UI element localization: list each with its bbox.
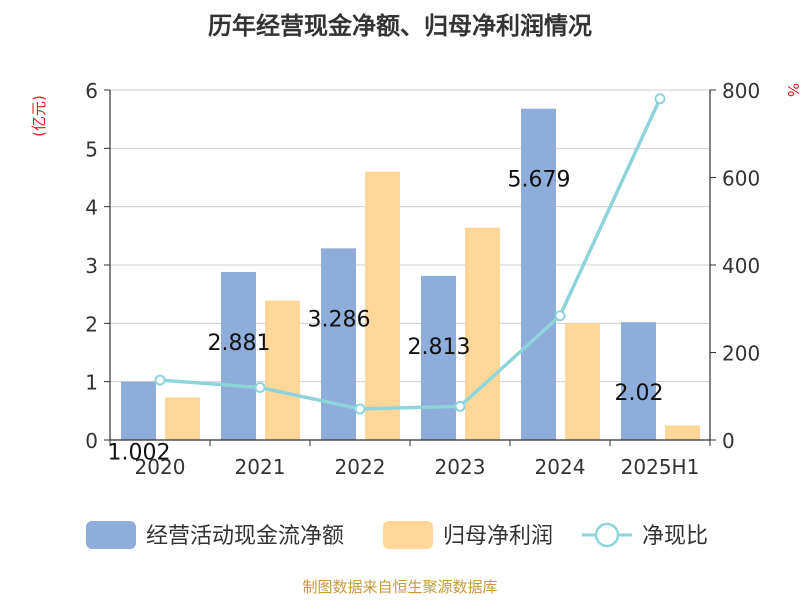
- x-tick-label: 2023: [435, 455, 486, 479]
- y-right-tick-label: 0: [722, 429, 735, 453]
- legend-label-operating-cash-flow: 经营活动现金流净额: [146, 524, 344, 549]
- data-label-operating-cash-flow: 2.813: [408, 335, 471, 360]
- bar-operating-cash-flow: [621, 322, 656, 440]
- legend: 经营活动现金流净额 归母净利润 净现比: [86, 521, 708, 549]
- data-label-operating-cash-flow: 2.881: [208, 331, 271, 356]
- chart-title: 历年经营现金净额、归母净利润情况: [208, 12, 592, 40]
- data-label-operating-cash-flow: 2.02: [615, 381, 664, 406]
- cash-ratio-line: [159, 98, 662, 411]
- bar-operating-cash-flow: [421, 275, 456, 440]
- bar-net-profit: [665, 425, 700, 440]
- data-label-operating-cash-flow: 3.286: [308, 307, 371, 332]
- x-tick-label: 2025H1: [621, 455, 700, 479]
- line-layer: [154, 93, 666, 415]
- y-left-tick-label: 1: [85, 371, 98, 395]
- legend-swatch-net-profit: [383, 521, 433, 549]
- source-footer: 制图数据来自恒生聚源数据库: [302, 578, 497, 596]
- cash-ratio-point: [454, 400, 466, 412]
- legend-swatch-cash-ratio-marker: [594, 522, 620, 548]
- legend-swatch-operating-cash-flow: [86, 521, 136, 549]
- data-label-layer: 1.002 2.881 3.286 2.813 5.679 2.02: [108, 168, 664, 466]
- bar-net-profit: [265, 300, 300, 440]
- bar-operating-cash-flow: [521, 108, 556, 440]
- bar-operating-cash-flow: [321, 248, 356, 440]
- x-tick-label: 2024: [535, 455, 586, 479]
- x-tick-label: 2022: [335, 455, 386, 479]
- bar-net-profit: [465, 227, 500, 440]
- y-left-unit: (亿元): [30, 95, 48, 137]
- legend-label-cash-ratio: 净现比: [642, 524, 708, 549]
- bar-operating-cash-flow: [221, 271, 256, 440]
- y-left-tick-label: 6: [85, 79, 98, 103]
- bar-operating-cash-flow: [121, 381, 156, 440]
- cash-ratio-point: [354, 403, 366, 415]
- cash-ratio-point: [654, 93, 666, 105]
- y-right-tick-label: 800: [722, 79, 760, 103]
- cash-ratio-point: [154, 374, 166, 386]
- y-left-tick-label: 5: [85, 137, 98, 161]
- y-left-tick-label: 0: [85, 429, 98, 453]
- bar-net-profit: [565, 323, 600, 440]
- y-left-tick-label: 2: [85, 312, 98, 336]
- y-right-tick-label: 200: [722, 342, 760, 366]
- bar-net-profit: [365, 171, 400, 440]
- bar-net-profit: [165, 397, 200, 440]
- data-label-operating-cash-flow: 5.679: [508, 168, 571, 193]
- cash-ratio-point: [254, 382, 266, 393]
- bar-layer: [121, 108, 700, 440]
- cash-ratio-point: [554, 310, 566, 322]
- grid-lines: [110, 89, 710, 383]
- data-label-operating-cash-flow: 1.002: [108, 441, 171, 466]
- y-right-tick-label: 400: [722, 254, 760, 278]
- x-tick-label: 2020: [135, 455, 186, 479]
- y-right-unit: %: [784, 83, 800, 97]
- y-left-tick-label: 4: [85, 196, 98, 220]
- y-left-tick-label: 3: [85, 254, 98, 278]
- axes: 0 1 2 3 4 5 6 0 200 400 600 800 2020 2021 2022 2023 2024…: [85, 79, 760, 479]
- legend-label-net-profit: 归母净利润: [443, 524, 553, 549]
- x-tick-label: 2021: [235, 455, 286, 479]
- y-right-tick-label: 600: [722, 167, 760, 191]
